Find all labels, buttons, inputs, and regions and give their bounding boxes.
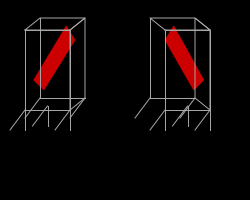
Polygon shape xyxy=(165,26,204,90)
Polygon shape xyxy=(34,26,75,90)
